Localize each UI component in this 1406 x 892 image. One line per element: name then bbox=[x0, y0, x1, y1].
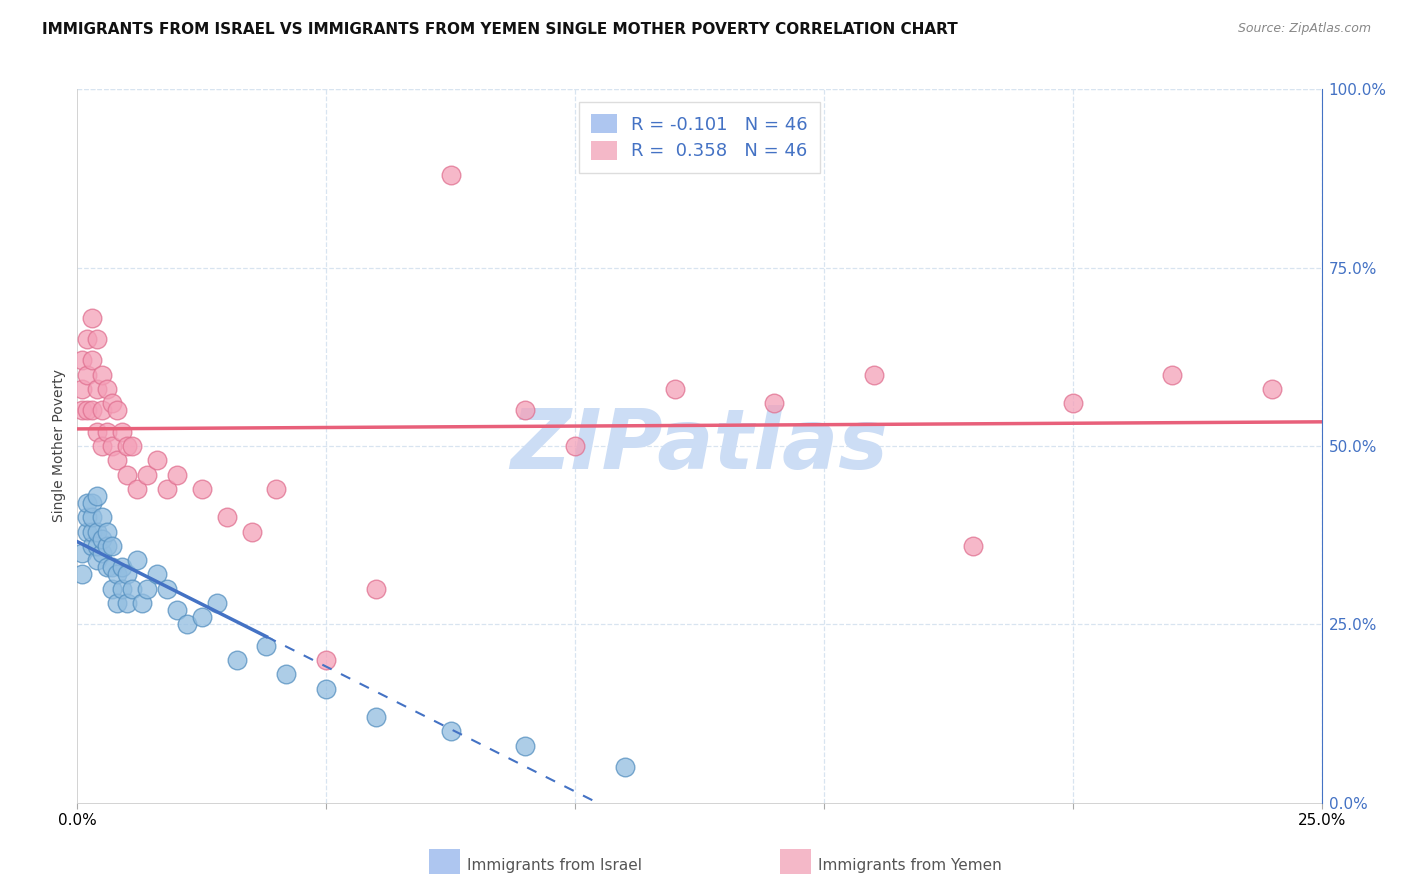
Point bbox=[156, 482, 179, 496]
Point bbox=[72, 403, 94, 417]
Y-axis label: Single Mother Poverty: Single Mother Poverty bbox=[52, 369, 66, 523]
Point bbox=[86, 425, 108, 439]
Point bbox=[91, 368, 114, 382]
Point bbox=[1161, 368, 1184, 382]
Point bbox=[105, 567, 128, 582]
Text: Immigrants from Israel: Immigrants from Israel bbox=[467, 858, 641, 872]
Point bbox=[82, 403, 104, 417]
Point bbox=[96, 539, 118, 553]
Point bbox=[364, 710, 387, 724]
Point bbox=[105, 453, 128, 467]
Point bbox=[76, 368, 98, 382]
Point bbox=[191, 482, 214, 496]
Point bbox=[176, 617, 198, 632]
Point bbox=[101, 539, 124, 553]
Point bbox=[105, 596, 128, 610]
Text: Immigrants from Yemen: Immigrants from Yemen bbox=[818, 858, 1002, 872]
Point bbox=[76, 524, 98, 539]
Point bbox=[146, 453, 169, 467]
Point bbox=[862, 368, 884, 382]
Point bbox=[101, 582, 124, 596]
Point bbox=[191, 610, 214, 624]
Point bbox=[962, 539, 984, 553]
Point bbox=[1062, 396, 1084, 410]
Point bbox=[91, 439, 114, 453]
Point bbox=[105, 403, 128, 417]
Point bbox=[101, 560, 124, 574]
Point bbox=[125, 482, 148, 496]
Point bbox=[91, 510, 114, 524]
Point bbox=[76, 510, 98, 524]
Point bbox=[101, 439, 124, 453]
Point bbox=[96, 382, 118, 396]
Point bbox=[82, 496, 104, 510]
Point bbox=[91, 546, 114, 560]
Point bbox=[215, 510, 238, 524]
Point bbox=[115, 439, 138, 453]
Point bbox=[146, 567, 169, 582]
Point bbox=[111, 425, 134, 439]
Point bbox=[166, 467, 188, 482]
Point bbox=[315, 653, 337, 667]
Point bbox=[136, 582, 159, 596]
Point bbox=[440, 724, 463, 739]
Point bbox=[156, 582, 179, 596]
Point bbox=[121, 582, 143, 596]
Point bbox=[82, 524, 104, 539]
Point bbox=[364, 582, 387, 596]
Text: Source: ZipAtlas.com: Source: ZipAtlas.com bbox=[1237, 22, 1371, 36]
Point bbox=[564, 439, 586, 453]
Point bbox=[205, 596, 228, 610]
Point bbox=[225, 653, 247, 667]
Point bbox=[91, 403, 114, 417]
Point bbox=[115, 467, 138, 482]
Point bbox=[111, 560, 134, 574]
Point bbox=[72, 353, 94, 368]
Point bbox=[440, 168, 463, 182]
Point bbox=[125, 553, 148, 567]
Point bbox=[131, 596, 153, 610]
Point bbox=[515, 403, 537, 417]
Point bbox=[166, 603, 188, 617]
Point bbox=[72, 546, 94, 560]
Point bbox=[276, 667, 298, 681]
Point bbox=[86, 382, 108, 396]
Point bbox=[115, 596, 138, 610]
Text: ZIPatlas: ZIPatlas bbox=[510, 406, 889, 486]
Point bbox=[82, 353, 104, 368]
Point bbox=[96, 560, 118, 574]
Point bbox=[82, 510, 104, 524]
Point bbox=[763, 396, 786, 410]
Point bbox=[76, 403, 98, 417]
Point bbox=[111, 582, 134, 596]
Point bbox=[76, 332, 98, 346]
Point bbox=[86, 524, 108, 539]
Point bbox=[72, 567, 94, 582]
Point bbox=[96, 524, 118, 539]
Point bbox=[82, 539, 104, 553]
Point bbox=[91, 532, 114, 546]
Legend: R = -0.101   N = 46, R =  0.358   N = 46: R = -0.101 N = 46, R = 0.358 N = 46 bbox=[579, 102, 820, 173]
Point bbox=[82, 310, 104, 325]
Point bbox=[315, 681, 337, 696]
Point bbox=[86, 539, 108, 553]
Point bbox=[86, 489, 108, 503]
Point bbox=[256, 639, 278, 653]
Point bbox=[72, 382, 94, 396]
Point bbox=[86, 553, 108, 567]
Point bbox=[101, 396, 124, 410]
Point bbox=[240, 524, 263, 539]
Point bbox=[664, 382, 686, 396]
Point bbox=[96, 425, 118, 439]
Point bbox=[115, 567, 138, 582]
Point bbox=[86, 332, 108, 346]
Point bbox=[76, 496, 98, 510]
Point bbox=[1261, 382, 1284, 396]
Point bbox=[613, 760, 636, 774]
Text: IMMIGRANTS FROM ISRAEL VS IMMIGRANTS FROM YEMEN SINGLE MOTHER POVERTY CORRELATIO: IMMIGRANTS FROM ISRAEL VS IMMIGRANTS FRO… bbox=[42, 22, 957, 37]
Point bbox=[515, 739, 537, 753]
Point bbox=[121, 439, 143, 453]
Point bbox=[266, 482, 288, 496]
Point bbox=[136, 467, 159, 482]
